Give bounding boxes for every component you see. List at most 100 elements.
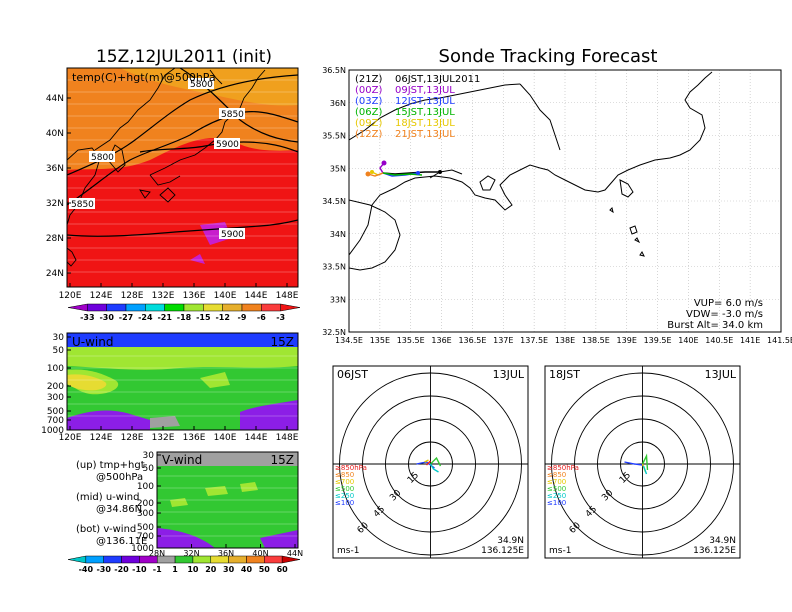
track-lon-label: 141.5E [767, 336, 792, 345]
burst-param: Burst Alt= 34.0 km [667, 320, 763, 331]
track-lat-label: 34.5N [322, 197, 346, 206]
vwind-p-label: 500 [137, 523, 154, 533]
map-lat-label: 44N [46, 94, 64, 104]
polar-legend-item: ≤500 [335, 485, 354, 493]
track-lon-ticks: 134.5E 135E 135.5E 136E 136.5E 137E 137.5E 138E… [335, 336, 792, 345]
colorbar-tick-label: -1 [153, 565, 162, 574]
uwind-lower-purple [67, 410, 150, 430]
vwind-lat-label: 28N [149, 549, 165, 558]
uwind-lon-label: 128E [121, 433, 144, 443]
map-lon-label: 136E [183, 291, 206, 301]
map-lat-label: 24N [46, 269, 64, 279]
track-lat-label: 35N [330, 164, 346, 173]
launch-time-jst: 12JST,13JUL [395, 96, 455, 107]
colorbar-swatch [67, 303, 88, 312]
colorbar-tick-label: -3 [276, 313, 285, 322]
contour-label: 5900 [221, 230, 244, 240]
colorbar-swatch [164, 303, 185, 312]
colorbar-swatch [183, 303, 204, 312]
polar-legend-item: ≤850 [335, 471, 354, 479]
polar-legend-item: ≤100 [547, 499, 566, 507]
colorbar-swatch [192, 555, 212, 564]
polar-legend-item: ≥850hPa [335, 464, 367, 472]
track-lon-label: 137E [493, 336, 513, 345]
polar-lon: 136.125E [481, 546, 524, 556]
track-lon-label: 139E [617, 336, 637, 345]
track-lon-label: 134.5E [335, 336, 363, 345]
balloon-params: VUP= 6.0 m/s VDW= -3.0 m/s Burst Alt= 34… [667, 298, 763, 331]
colorbar-swatch [241, 303, 262, 312]
colorbar-tick-label: -6 [257, 313, 266, 322]
polar-unit: ms-1 [337, 546, 359, 556]
track-lon-label: 136.5E [458, 336, 486, 345]
launch-time-jst: 21JST,13JUL [395, 129, 455, 140]
track-lat-label: 36.5N [322, 66, 346, 75]
temp-map-panel: 5800 5850 5900 5800 5850 5900 temp(C)+hg… [46, 67, 299, 301]
colorbar-swatch [228, 555, 247, 564]
map-lon-ticks: 120E 124E 128E 132E 136E 140E 144E 148E [59, 283, 299, 301]
polar-legend-item: ≥850hPa [547, 464, 579, 472]
colorbar-tick-label: -18 [177, 313, 192, 322]
uwind-p-label: 500 [47, 407, 64, 417]
uwind-lon-label: 148E [276, 433, 299, 443]
uwind-p-label: 200 [47, 382, 64, 392]
colorbar-swatch [174, 555, 194, 564]
track-lat-label: 34N [330, 230, 346, 239]
colorbar-tick-label: 10 [187, 565, 199, 574]
polar-legend-item: ≤250 [547, 492, 566, 500]
launch-time-jst: 09JST,13JUL [395, 85, 455, 96]
vdw-param: VDW= -3.0 m/s [686, 309, 763, 320]
polar-lon: 136.125E [693, 546, 736, 556]
map-lon-label: 132E [152, 291, 175, 301]
colorbar-swatch [246, 555, 265, 564]
uwind-time: 15Z [271, 335, 295, 349]
colorbar-tick-label: 30 [223, 565, 235, 574]
map-lon-label: 124E [90, 291, 113, 301]
polar-lat: 34.9N [497, 536, 524, 546]
vwind-lat-label: 44N [287, 549, 303, 558]
vup-param: VUP= 6.0 m/s [694, 298, 763, 309]
uwind-easterly-band [67, 333, 298, 347]
uwind-lon-label: 136E [183, 433, 206, 443]
launch-time-jst: 18JST,13JUL [395, 118, 455, 129]
uwind-p-label: 700 [47, 416, 64, 426]
uwind-p-label: 300 [47, 393, 64, 403]
uwind-p-label: 1000 [41, 426, 64, 436]
track-lat-label: 33N [330, 295, 346, 304]
track-map-panel: (21Z) 06JST,13JUL2011 (00Z) 09JST,13JUL (03Z… [322, 66, 792, 345]
track-coastlines [349, 71, 713, 271]
colorbar-swatch [261, 303, 281, 312]
vwind-p-label: 50 [143, 464, 155, 474]
launch-list: (21Z) 06JST,13JUL2011 (00Z) 09JST,13JUL (03Z… [355, 74, 480, 140]
track-lon-label: 136E [431, 336, 451, 345]
colorbar-swatch [125, 303, 146, 312]
track-lon-label: 139.5E [644, 336, 672, 345]
vwind-lat-label: 40N [252, 549, 268, 558]
contour-label: 5850 [71, 200, 94, 210]
colorbar-tick-label: 1 [172, 565, 178, 574]
launch-time-z: (12Z) [355, 129, 382, 140]
map-lon-label: 128E [121, 291, 144, 301]
launch-time-z: (09Z) [355, 118, 382, 129]
colorbar-swatch [264, 555, 283, 564]
uwind-lon-label: 144E [245, 433, 268, 443]
polar-time: 18JST [549, 368, 580, 381]
track-lon-label: 140.5E [705, 336, 733, 345]
map-lon-label: 140E [214, 291, 237, 301]
colorbar-tick-label: -9 [238, 313, 247, 322]
track-lon-label: 140E [678, 336, 698, 345]
colorbar-tick-label: -10 [132, 565, 147, 574]
colorbar-tick-label: 60 [277, 565, 289, 574]
track-lon-label: 137.5E [520, 336, 548, 345]
colorbar-swatch [106, 303, 127, 312]
trajectories [365, 160, 442, 177]
uwind-lon-ticks: 120E 124E 128E 132E 136E 140E 144E 148E [59, 426, 299, 443]
polar-legend-item: ≤700 [547, 478, 566, 486]
uwind-warm-core [67, 374, 107, 391]
colorbar-tick-label: -30 [96, 565, 111, 574]
launch-time-jst: 06JST,13JUL2011 [395, 74, 480, 85]
map-label: temp(C)+hgt(m)@500hPa [72, 71, 216, 84]
